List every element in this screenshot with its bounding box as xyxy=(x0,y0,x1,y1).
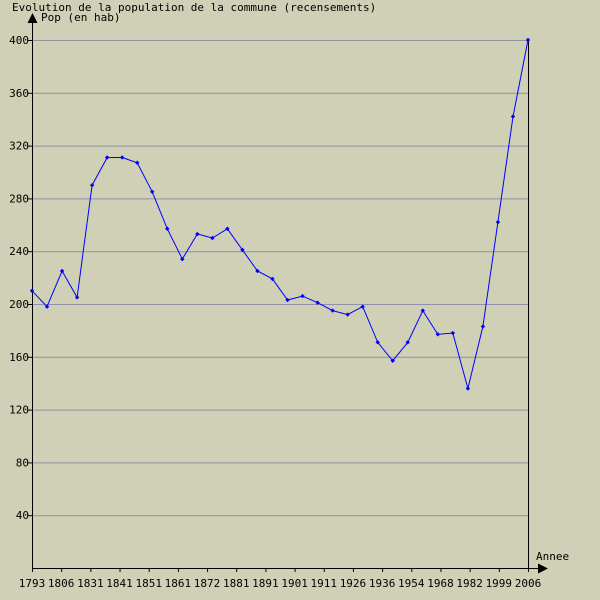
x-tick-label: 1793 xyxy=(19,577,46,590)
data-point xyxy=(89,183,95,188)
chart-title: Evolution de la population de la commune… xyxy=(12,1,376,14)
data-point xyxy=(119,155,125,160)
data-point xyxy=(405,340,410,345)
x-tick-label: 1999 xyxy=(486,577,513,590)
series-layer xyxy=(29,37,531,391)
data-point xyxy=(495,219,501,225)
y-tick-label: 200 xyxy=(9,298,29,311)
data-point xyxy=(435,332,441,337)
x-tick-label: 1936 xyxy=(369,577,396,590)
x-tick-label: 1901 xyxy=(281,577,308,590)
axes xyxy=(27,13,548,574)
data-point xyxy=(210,235,215,241)
grid xyxy=(32,40,528,517)
data-point xyxy=(315,300,320,305)
x-tick-label: 1841 xyxy=(106,577,133,590)
data-point xyxy=(345,312,350,317)
x-tick-label: 1851 xyxy=(135,577,162,590)
data-point xyxy=(525,37,531,43)
x-tick-label: 1831 xyxy=(77,577,104,590)
data-point xyxy=(59,268,65,274)
data-point xyxy=(450,330,456,336)
data-point xyxy=(74,295,80,300)
x-axis-arrow xyxy=(538,563,548,574)
y-tick-label: 40 xyxy=(16,509,29,522)
data-point xyxy=(480,324,486,329)
y-tick-label: 400 xyxy=(9,34,29,47)
data-point xyxy=(225,226,230,231)
tick-labels: 40 80 120 160 200 240 280 320 360 400 1793 1806 1831… xyxy=(9,34,541,590)
x-axis-label: Annee xyxy=(536,550,569,563)
x-tick-label: 1982 xyxy=(456,577,483,590)
data-point xyxy=(150,189,155,194)
data-point xyxy=(285,297,290,303)
y-tick-label: 240 xyxy=(9,245,29,258)
data-point xyxy=(465,386,471,391)
y-axis-arrow xyxy=(27,13,38,23)
y-tick-label: 160 xyxy=(9,351,29,364)
data-point xyxy=(270,276,275,282)
data-point xyxy=(255,268,260,274)
x-tick-label: 1911 xyxy=(311,577,338,590)
data-point xyxy=(300,293,305,299)
y-axis-label: Pop (en hab) xyxy=(41,11,120,24)
series-line xyxy=(31,39,529,389)
y-tick-label: 360 xyxy=(9,87,29,100)
y-tick-label: 280 xyxy=(9,192,29,205)
data-point xyxy=(240,247,245,253)
data-point xyxy=(510,114,516,119)
x-tick-label: 1926 xyxy=(340,577,367,590)
x-tick-label: 1861 xyxy=(165,577,192,590)
data-point xyxy=(390,358,395,363)
data-point xyxy=(330,308,335,313)
data-point xyxy=(195,231,200,237)
x-tick-label: 1954 xyxy=(398,577,425,590)
y-tick-label: 120 xyxy=(9,404,29,417)
data-point xyxy=(360,304,365,309)
x-tick-label: 2006 xyxy=(515,577,542,590)
data-point xyxy=(375,340,380,345)
data-point xyxy=(135,160,140,165)
y-tick-label: 80 xyxy=(16,456,29,469)
x-tick-label: 1872 xyxy=(194,577,221,590)
x-tick-label: 1881 xyxy=(223,577,250,590)
data-point xyxy=(180,256,185,262)
x-tick-label: 1891 xyxy=(252,577,279,590)
x-tick-label: 1968 xyxy=(427,577,454,590)
data-point xyxy=(165,226,170,231)
data-point xyxy=(420,308,425,313)
y-tick-label: 320 xyxy=(9,140,29,153)
data-point xyxy=(44,304,50,309)
data-point xyxy=(29,288,35,293)
x-tick-label: 1806 xyxy=(48,577,75,590)
data-point xyxy=(104,155,110,160)
